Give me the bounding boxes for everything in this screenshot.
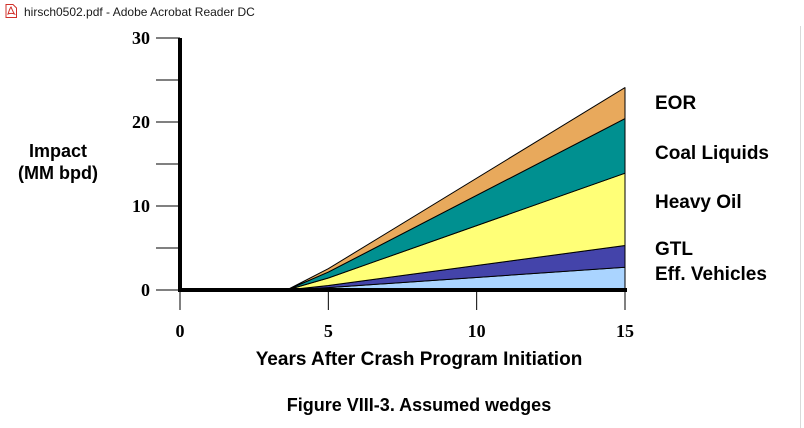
chart-areas (179, 87, 626, 291)
y-tick-label: 20 (132, 112, 150, 132)
x-axis-title: Years After Crash Program Initiation (255, 349, 583, 370)
x-tick-label: 5 (324, 321, 333, 341)
legend-label-coal-liquids: Coal Liquids (655, 143, 769, 164)
y-tick-label: 30 (132, 28, 150, 48)
y-tick-label: 0 (141, 280, 150, 300)
legend-label-gtl: GTL (655, 239, 693, 260)
area-eor (179, 87, 626, 291)
page-edge (800, 26, 801, 428)
y-tick-label: 10 (132, 196, 150, 216)
x-tick-label: 0 (176, 321, 185, 341)
legend-label-heavy-oil: Heavy Oil (655, 192, 742, 213)
y-axis-title: Impact (MM bpd) (8, 140, 108, 184)
window-title: hirsch0502.pdf - Adobe Acrobat Reader DC (24, 5, 255, 19)
legend-label-eor: EOR (655, 93, 697, 114)
pdf-file-icon (5, 4, 17, 18)
x-tick-label: 15 (616, 321, 634, 341)
y-axis-title-line: (MM bpd) (18, 163, 98, 183)
y-axis-title-line: Impact (28, 141, 88, 161)
figure-caption: Figure VIII-3. Assumed wedges (286, 395, 552, 415)
x-tick-label: 10 (468, 321, 486, 341)
chart-axes: 0 10 20 30 0 5 10 15 (132, 28, 634, 341)
legend-label-eff-vehicles: Eff. Vehicles (655, 264, 767, 285)
window-titlebar: hirsch0502.pdf - Adobe Acrobat Reader DC (0, 0, 804, 26)
